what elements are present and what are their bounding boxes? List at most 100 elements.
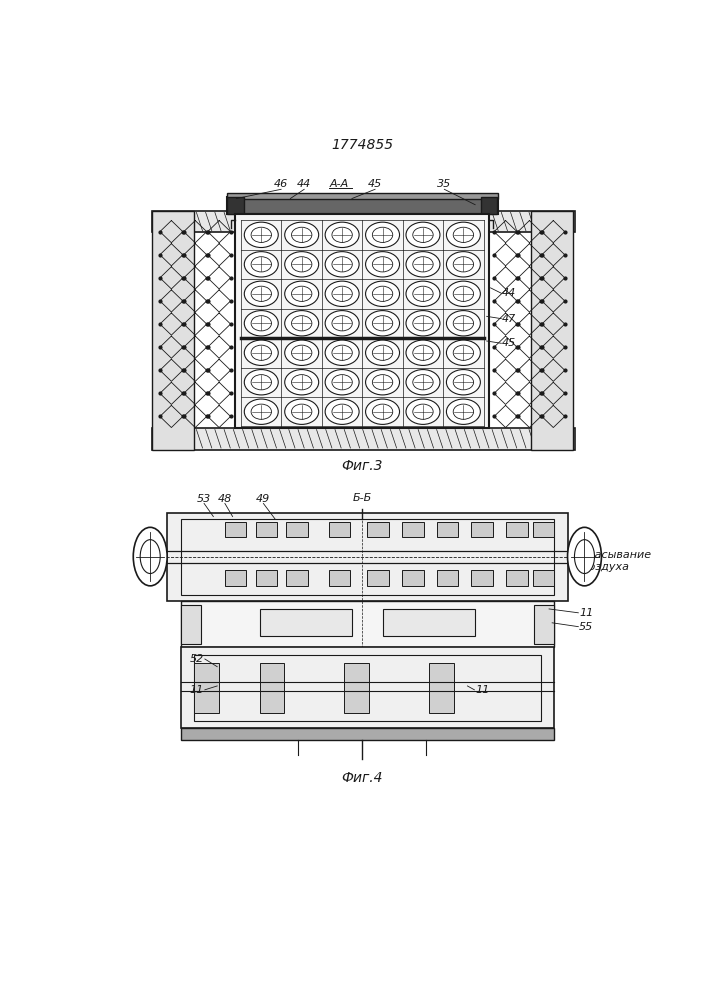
Ellipse shape [373, 257, 392, 272]
Ellipse shape [446, 311, 480, 336]
Ellipse shape [245, 222, 279, 248]
Bar [481, 197, 498, 214]
Ellipse shape [413, 316, 433, 331]
Ellipse shape [406, 222, 440, 248]
Ellipse shape [453, 404, 474, 419]
Ellipse shape [332, 345, 352, 360]
Bar [506, 570, 527, 586]
Text: 49: 49 [256, 494, 271, 504]
Ellipse shape [285, 252, 319, 277]
Ellipse shape [373, 375, 392, 390]
Text: 44: 44 [502, 288, 516, 298]
Ellipse shape [285, 222, 319, 248]
Ellipse shape [446, 281, 480, 306]
Bar [437, 570, 458, 586]
Bar [227, 193, 498, 199]
Ellipse shape [366, 340, 399, 365]
Ellipse shape [245, 281, 279, 306]
Ellipse shape [413, 286, 433, 301]
Text: Б-Б: Б-Б [352, 493, 372, 503]
Ellipse shape [373, 227, 392, 242]
Bar [534, 605, 554, 644]
Bar [286, 570, 308, 586]
Ellipse shape [291, 227, 312, 242]
Ellipse shape [291, 286, 312, 301]
Ellipse shape [568, 527, 602, 586]
Bar [152, 211, 575, 232]
Ellipse shape [366, 370, 399, 395]
Ellipse shape [251, 404, 271, 419]
Ellipse shape [413, 404, 433, 419]
Ellipse shape [325, 222, 359, 248]
Ellipse shape [291, 257, 312, 272]
Text: 44: 44 [297, 179, 311, 189]
Ellipse shape [140, 540, 160, 574]
Ellipse shape [325, 311, 359, 336]
Bar [256, 522, 277, 537]
Ellipse shape [245, 340, 279, 365]
Text: 46: 46 [274, 179, 288, 189]
Bar [286, 522, 308, 537]
Text: А-А: А-А [329, 179, 349, 189]
Text: Фиг.3: Фиг.3 [341, 460, 382, 474]
Ellipse shape [453, 227, 474, 242]
Ellipse shape [325, 370, 359, 395]
Text: 45: 45 [502, 338, 516, 348]
Bar [344, 663, 369, 713]
Ellipse shape [325, 252, 359, 277]
Ellipse shape [575, 540, 595, 574]
Ellipse shape [245, 252, 279, 277]
Ellipse shape [406, 252, 440, 277]
Ellipse shape [245, 311, 279, 336]
Ellipse shape [285, 311, 319, 336]
Ellipse shape [332, 286, 352, 301]
Ellipse shape [406, 370, 440, 395]
Text: 1774855: 1774855 [331, 138, 393, 152]
Bar [235, 214, 489, 428]
Text: 45: 45 [368, 179, 382, 189]
Ellipse shape [413, 257, 433, 272]
Ellipse shape [413, 375, 433, 390]
Ellipse shape [285, 340, 319, 365]
Ellipse shape [133, 527, 167, 586]
Ellipse shape [453, 316, 474, 331]
Bar [402, 522, 423, 537]
Ellipse shape [446, 399, 480, 424]
Ellipse shape [406, 281, 440, 306]
Text: 55: 55 [579, 622, 593, 632]
Bar [437, 522, 458, 537]
Bar [181, 728, 554, 740]
Ellipse shape [251, 227, 271, 242]
Text: 52: 52 [190, 654, 204, 664]
Ellipse shape [406, 399, 440, 424]
Bar [225, 522, 247, 537]
Bar [181, 647, 554, 728]
Ellipse shape [366, 311, 399, 336]
Ellipse shape [291, 316, 312, 331]
Bar [225, 570, 247, 586]
Ellipse shape [406, 311, 440, 336]
Bar [506, 522, 527, 537]
Bar [259, 663, 284, 713]
Bar [227, 197, 498, 214]
Bar [181, 605, 201, 644]
Text: 11: 11 [475, 685, 489, 695]
Ellipse shape [373, 345, 392, 360]
Ellipse shape [453, 345, 474, 360]
Text: 11: 11 [190, 685, 204, 695]
Ellipse shape [291, 404, 312, 419]
Text: 53: 53 [197, 494, 211, 504]
Ellipse shape [373, 286, 392, 301]
Bar [429, 663, 454, 713]
Text: всасывание: всасывание [583, 550, 652, 560]
Ellipse shape [285, 399, 319, 424]
Ellipse shape [453, 286, 474, 301]
Text: 47: 47 [502, 314, 516, 324]
Ellipse shape [325, 281, 359, 306]
Bar [181, 601, 554, 647]
Ellipse shape [285, 281, 319, 306]
Ellipse shape [373, 404, 392, 419]
Ellipse shape [332, 316, 352, 331]
Ellipse shape [332, 375, 352, 390]
Ellipse shape [325, 340, 359, 365]
